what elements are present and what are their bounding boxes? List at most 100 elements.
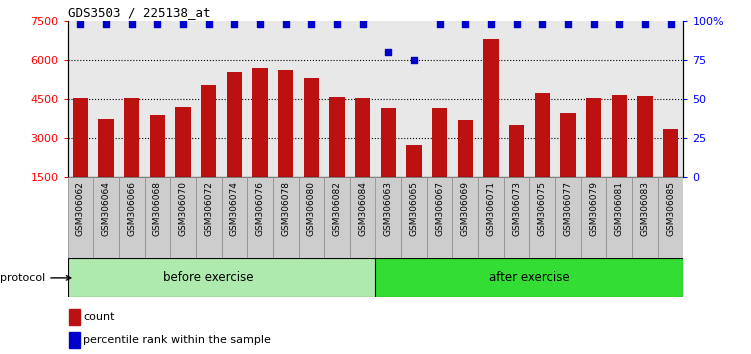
Text: GSM306074: GSM306074 [230, 181, 239, 236]
Bar [68, 177, 93, 258]
Bar [324, 177, 350, 258]
Point [306, 22, 318, 27]
Text: GSM306082: GSM306082 [333, 181, 342, 236]
Point [152, 22, 164, 27]
Point [228, 22, 240, 27]
Point [74, 22, 86, 27]
Text: count: count [83, 312, 114, 322]
Bar [376, 177, 401, 258]
Bar [247, 177, 273, 258]
Text: percentile rank within the sample: percentile rank within the sample [83, 335, 271, 346]
Bar [535, 93, 550, 177]
Bar [658, 177, 683, 258]
Point [177, 22, 189, 27]
Bar [457, 120, 473, 177]
Bar [170, 177, 196, 258]
Bar [611, 95, 627, 177]
Point [331, 22, 343, 27]
Bar [252, 68, 267, 177]
Text: GSM306081: GSM306081 [615, 181, 624, 236]
Bar [637, 96, 653, 177]
Point [485, 22, 497, 27]
Text: GSM306076: GSM306076 [255, 181, 264, 236]
Bar [663, 129, 678, 177]
Bar [632, 177, 658, 258]
Text: GSM306064: GSM306064 [101, 181, 110, 236]
Bar [350, 177, 376, 258]
Point [100, 22, 112, 27]
Bar [278, 70, 294, 177]
Text: GSM306077: GSM306077 [563, 181, 572, 236]
Bar [73, 98, 88, 177]
Text: GSM306069: GSM306069 [461, 181, 470, 236]
Text: GSM306084: GSM306084 [358, 181, 367, 236]
Text: GSM306073: GSM306073 [512, 181, 521, 236]
Text: GSM306066: GSM306066 [127, 181, 136, 236]
Point [460, 22, 472, 27]
Bar [98, 119, 114, 177]
Point [408, 57, 420, 63]
Point [562, 22, 574, 27]
Bar [581, 177, 607, 258]
Bar [432, 108, 448, 177]
Point [536, 22, 548, 27]
Bar [144, 177, 170, 258]
Text: before exercise: before exercise [164, 272, 254, 284]
Bar [355, 98, 370, 177]
Bar [201, 85, 216, 177]
Text: GSM306063: GSM306063 [384, 181, 393, 236]
Point [279, 22, 291, 27]
Text: GSM306085: GSM306085 [666, 181, 675, 236]
Point [382, 50, 394, 55]
Bar [401, 177, 427, 258]
Bar [299, 177, 324, 258]
Bar [149, 115, 165, 177]
Text: protocol: protocol [0, 273, 71, 283]
Text: GSM306065: GSM306065 [409, 181, 418, 236]
Point [639, 22, 651, 27]
Point [665, 22, 677, 27]
Point [511, 22, 523, 27]
Text: GSM306079: GSM306079 [589, 181, 598, 236]
Bar [509, 125, 524, 177]
Text: GSM306068: GSM306068 [153, 181, 162, 236]
Text: GSM306078: GSM306078 [281, 181, 290, 236]
Bar [560, 113, 576, 177]
Bar [484, 39, 499, 177]
Text: GSM306067: GSM306067 [435, 181, 444, 236]
Bar [478, 177, 504, 258]
Bar [227, 72, 242, 177]
Bar [427, 177, 452, 258]
Bar [68, 258, 376, 297]
Bar [69, 332, 80, 348]
Bar [452, 177, 478, 258]
Point [254, 22, 266, 27]
Bar [303, 78, 319, 177]
Bar [124, 98, 140, 177]
Point [433, 22, 445, 27]
Bar [69, 309, 80, 325]
Text: GSM306072: GSM306072 [204, 181, 213, 236]
Text: GSM306075: GSM306075 [538, 181, 547, 236]
Text: GSM306080: GSM306080 [307, 181, 316, 236]
Bar [381, 108, 396, 177]
Bar [529, 177, 555, 258]
Point [203, 22, 215, 27]
Bar [406, 144, 421, 177]
Bar [504, 177, 529, 258]
Text: after exercise: after exercise [489, 272, 570, 284]
Point [125, 22, 137, 27]
Point [587, 22, 599, 27]
Bar [176, 107, 191, 177]
Bar [586, 98, 602, 177]
Text: GSM306071: GSM306071 [487, 181, 496, 236]
Bar [196, 177, 222, 258]
Bar [93, 177, 119, 258]
Text: GSM306070: GSM306070 [179, 181, 188, 236]
Bar [555, 177, 581, 258]
Bar [273, 177, 298, 258]
Bar [376, 258, 683, 297]
Text: GDS3503 / 225138_at: GDS3503 / 225138_at [68, 6, 210, 19]
Point [357, 22, 369, 27]
Bar [606, 177, 632, 258]
